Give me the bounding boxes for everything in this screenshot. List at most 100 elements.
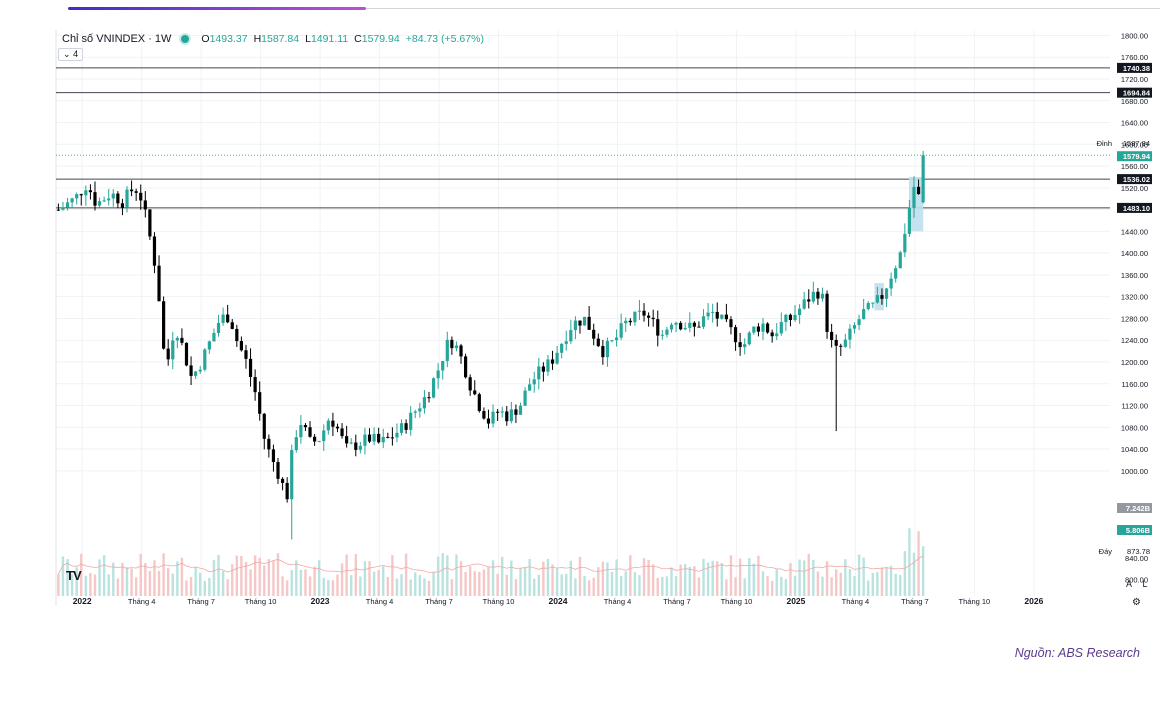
candle-body	[802, 299, 806, 309]
candle-body	[303, 425, 308, 428]
volume-bar	[862, 557, 865, 596]
volume-bar	[89, 573, 92, 596]
volume-bar	[80, 553, 83, 596]
volume-bar	[679, 564, 682, 596]
candle-body	[107, 198, 111, 201]
candle-body	[880, 295, 884, 299]
candle-body	[381, 436, 385, 443]
candle-body	[56, 209, 60, 211]
candle-body	[97, 201, 102, 206]
log-scale-button[interactable]: L	[1142, 579, 1148, 589]
volume-bar	[693, 566, 696, 596]
volume-bar	[775, 569, 778, 596]
volume-bar	[624, 571, 627, 596]
candle-body	[747, 332, 751, 345]
candle-body	[862, 309, 866, 320]
candle-body	[679, 322, 683, 330]
level-price-tag: 1483.10	[1123, 204, 1150, 213]
volume-bar	[514, 579, 518, 596]
volume-bar	[350, 575, 353, 596]
candle-body	[180, 337, 184, 343]
candle-body	[445, 339, 449, 361]
chevron-down-icon: ⌄	[63, 49, 71, 59]
volume-bar	[400, 574, 403, 596]
volume-bar	[468, 566, 472, 596]
volume-bar	[899, 575, 902, 596]
candle-body	[550, 359, 555, 364]
candle-body	[903, 233, 907, 253]
candle-body	[230, 322, 234, 329]
candle-body	[669, 324, 674, 330]
volume-bar	[748, 558, 751, 596]
candle-body	[418, 408, 422, 412]
volume-bar	[134, 577, 138, 596]
x-tick-label: Tháng 4	[842, 597, 870, 606]
level-price-tag-bg	[1117, 174, 1152, 185]
candle-body	[871, 302, 875, 304]
volume-bar	[478, 571, 481, 596]
symbol-title[interactable]: Chỉ số VNINDEX · 1W	[62, 33, 172, 45]
y-tick-label: 1280.00	[1121, 314, 1148, 323]
volume-bar	[436, 556, 440, 596]
highlight-box	[874, 283, 884, 311]
candle-body	[427, 397, 431, 399]
volume-bar	[688, 566, 691, 596]
volume-bar	[565, 574, 568, 596]
volume-bar	[574, 578, 577, 596]
trough-tag-label: Đáy	[1099, 547, 1113, 556]
y-tick-label: 1360.00	[1121, 271, 1148, 280]
volume-bar	[61, 556, 65, 596]
x-tick-label: Tháng 7	[187, 597, 215, 606]
candle-body	[816, 291, 820, 299]
x-tick-label: Tháng 7	[901, 597, 929, 606]
auto-scale-button[interactable]: A	[1125, 579, 1132, 589]
peak-price-label: 1587.84	[1123, 139, 1150, 148]
candle-body	[239, 341, 243, 351]
volume-bar	[738, 558, 742, 596]
candlestick-chart[interactable]: 800.00 840.00 1000.00 1040.00 1080.00 1120.00…	[0, 26, 1160, 616]
x-tick-label: Tháng 7	[425, 597, 453, 606]
candle-body	[157, 265, 161, 302]
candle-body	[486, 418, 491, 424]
candle-body	[482, 411, 486, 419]
candle-body	[830, 331, 834, 340]
candle-body	[916, 186, 921, 195]
candle-body	[148, 209, 152, 237]
candle-body	[523, 390, 527, 406]
chart-area[interactable]: 800.00 840.00 1000.00 1040.00 1080.00 1120.00…	[0, 26, 1160, 616]
candle-body	[345, 436, 349, 444]
volume-bar	[432, 572, 435, 596]
candle-body	[660, 334, 664, 336]
candle-body	[477, 394, 481, 412]
volume-bar	[780, 576, 783, 596]
candle-body	[450, 339, 454, 349]
collapse-indicators-button[interactable]: ⌄ 4	[58, 48, 84, 61]
candle-body	[514, 409, 518, 415]
candle-body	[70, 198, 74, 203]
volume-bar	[766, 575, 769, 596]
candle-body	[779, 322, 783, 334]
gear-icon[interactable]: ⚙	[1132, 597, 1141, 608]
change-value: +84.73 (+5.67%)	[405, 33, 484, 45]
volume-bar	[455, 554, 458, 596]
candle-body	[788, 314, 793, 321]
low-value: 1491.11	[310, 33, 349, 45]
candle-body	[326, 420, 330, 431]
candle-body	[582, 316, 587, 326]
volume-bar	[702, 558, 705, 596]
volume-bar	[908, 528, 911, 596]
y-tick-label: 1160.00	[1121, 380, 1148, 389]
y-tick-label: 1120.00	[1121, 402, 1148, 411]
volume-bar	[523, 567, 527, 596]
volume-bar	[743, 578, 746, 596]
volume-bar	[418, 574, 422, 596]
candle-body	[422, 397, 427, 409]
level-price-tag: 1740.38	[1123, 64, 1150, 73]
tradingview-logo[interactable]: TV	[66, 568, 82, 583]
indicator-count: 4	[73, 49, 79, 59]
last-price-tag: 1579.94	[1123, 152, 1151, 161]
volume-bar	[551, 564, 554, 596]
candle-body	[75, 194, 79, 199]
volume-bar	[560, 574, 563, 596]
volume-bar	[304, 569, 307, 596]
